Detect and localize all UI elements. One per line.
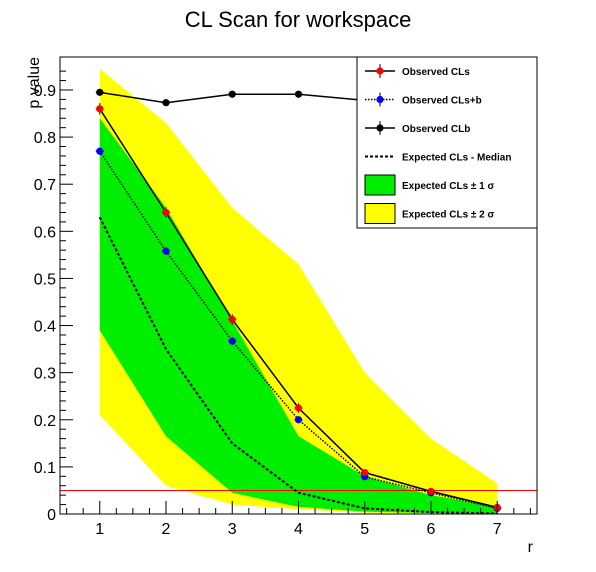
point-observed-clb [96, 88, 104, 96]
point-observed-cls-b [228, 337, 236, 345]
point-observed-cls [294, 404, 303, 412]
y-tick-label: 0.7 [34, 177, 56, 194]
axes-layer: 0 0.1 0.2 0.3 0.4 0.5 0.6 0.7 0.8 0.9 1 2 3 4 5 6 7 [34, 70, 531, 538]
legend-entry-3-marker [376, 124, 384, 132]
bands-layer [99, 68, 498, 514]
legend-entry-4-label: Expected CLs - Median [402, 153, 511, 164]
point-observed-cls [96, 105, 104, 113]
legend-entry-3-label: Observed CLb [402, 124, 470, 135]
chart-title: CL Scan for workspace [185, 7, 412, 32]
series-line-expected-cls-median [98, 216, 498, 515]
y-tick-label: 0.8 [34, 130, 56, 147]
y-tick-label: 0.2 [34, 413, 56, 430]
y-tick-label: 0.3 [34, 366, 56, 383]
legend-entry-2-marker [376, 95, 384, 104]
x-tick-label: 5 [360, 521, 369, 538]
legend-entry-1-marker [376, 67, 384, 75]
point-observed-cls [228, 315, 236, 324]
point-observed-cls-b [96, 147, 104, 155]
point-observed-cls [162, 208, 170, 217]
x-tick-label: 4 [294, 521, 303, 538]
y-tick-label: 0.5 [34, 271, 56, 288]
point-observed-cls-b [294, 416, 303, 424]
y-axis-label: p value [26, 57, 43, 109]
x-tick-label: 6 [427, 521, 436, 538]
point-observed-clb [294, 90, 303, 98]
x-tick-label: 2 [162, 521, 171, 538]
point-observed-clb [162, 99, 170, 107]
legend-entry-6-swatch [364, 203, 396, 224]
y-tick-label: 0.9 [34, 83, 56, 100]
point-observed-cls [361, 468, 369, 477]
legend-entry-1-label: Observed CLs [402, 67, 470, 78]
y-tick-label: 0 [47, 507, 56, 524]
y-tick-label: 0.6 [34, 224, 56, 241]
legend-entry-5-swatch [364, 174, 396, 196]
point-observed-cls [427, 487, 435, 495]
point-observed-cls-b [162, 247, 170, 255]
point-observed-clb [228, 90, 236, 98]
legend-box [356, 56, 538, 229]
legend-entry-5-label: Expected CLs ± 1 σ [402, 181, 495, 192]
x-tick-label: 3 [228, 521, 237, 538]
y-tick-label: 0.1 [34, 460, 56, 477]
x-tick-label: 7 [493, 521, 502, 538]
legend: Observed CLs Observed CLs+b Observed CLb Ex… [356, 56, 538, 229]
y-tick-label: 0.4 [34, 319, 56, 336]
x-axis-label: r [528, 539, 534, 556]
legend-entry-2-label: Observed CLs+b [402, 96, 482, 107]
x-tick-label: 1 [95, 521, 104, 538]
band-1sigma [99, 118, 498, 514]
legend-entry-6-label: Expected CLs ± 2 σ [402, 210, 495, 221]
